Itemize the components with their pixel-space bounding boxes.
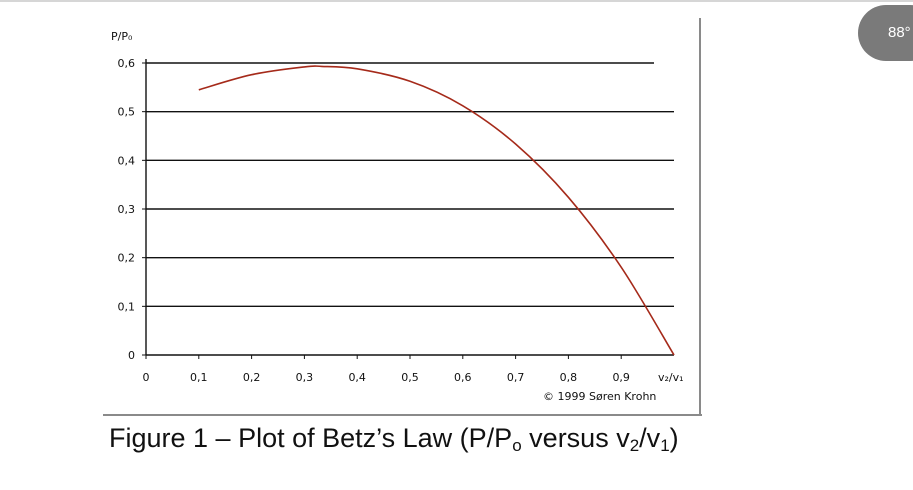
- y-tick-label: 0,4: [118, 154, 136, 167]
- figure-caption: Figure 1 – Plot of Betz’s Law (P/Po vers…: [109, 423, 679, 456]
- x-axis-label: v₂/v₁: [658, 371, 684, 384]
- chart-background: [103, 18, 703, 418]
- y-tick-label: 0,6: [118, 57, 136, 70]
- x-tick-label: 0,7: [507, 371, 524, 384]
- grid-lines: [146, 62, 674, 308]
- y-axis-label: P/P₀: [111, 30, 133, 43]
- chart-credit: © 1999 Søren Krohn: [543, 390, 656, 403]
- x-tick-label: 0,5: [401, 371, 419, 384]
- x-tick-label: 0,2: [243, 371, 261, 384]
- x-tick-label: 0,3: [296, 371, 314, 384]
- caption-sub-o: o: [512, 436, 522, 455]
- y-tick-label: 0,5: [118, 106, 136, 119]
- caption-mid2: /v: [639, 423, 661, 453]
- caption-prefix: Figure 1 – Plot of Betz’s Law (P/P: [109, 423, 513, 453]
- x-tick-labels: 0 0,1 0,2 0,3 0,4 0,5 0,6 0,7 0,8 0,9: [143, 371, 630, 384]
- y-tick-label: 0,3: [118, 203, 136, 216]
- y-tick-label: 0,1: [118, 300, 136, 313]
- axes: [142, 59, 674, 359]
- x-tick-label: 0,9: [612, 371, 630, 384]
- x-tick-label: 0,8: [560, 371, 578, 384]
- betz-law-chart: 0 0,1 0,2 0,3 0,4 0,5 0,6 0 0,1 0,2 0,3 0,4 0,5 0,6 0…: [103, 18, 703, 418]
- caption-sub-1: 1: [660, 436, 670, 455]
- x-tick-label: 0,1: [190, 371, 208, 384]
- x-tick-label: 0,4: [348, 371, 366, 384]
- caption-mid1: versus v: [521, 423, 630, 453]
- top-divider: [0, 0, 913, 2]
- y-tick-labels: 0 0,1 0,2 0,3 0,4 0,5 0,6: [118, 57, 136, 362]
- betz-curve: [198, 65, 675, 356]
- x-tick-label: 0,6: [454, 371, 472, 384]
- y-tick-label: 0: [128, 349, 135, 362]
- x-tick-label: 0: [143, 371, 150, 384]
- zoom-badge[interactable]: 88°: [858, 5, 913, 61]
- caption-suffix: ): [669, 423, 679, 453]
- caption-sub-2: 2: [629, 436, 640, 455]
- chart-svg: 00,10,20,30,40,50,6 0 0,1 0,2 0,3 0,4 0,5 0,6 0…: [103, 18, 703, 418]
- y-tick-label: 0,2: [118, 252, 136, 265]
